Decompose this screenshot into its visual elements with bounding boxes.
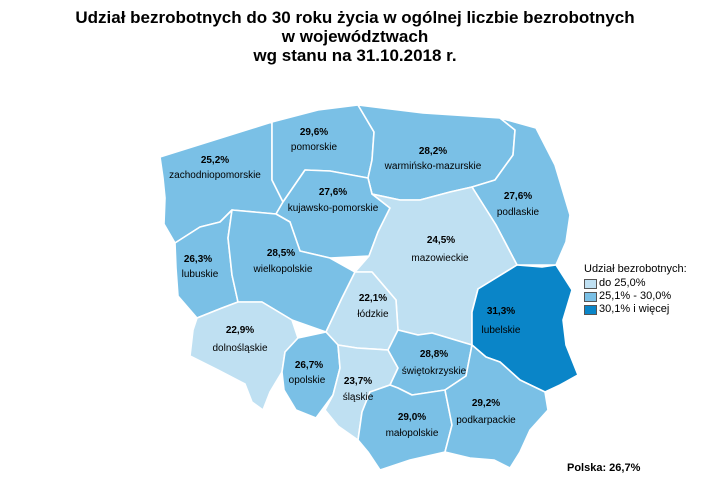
value-lodzkie: 22,1%	[359, 293, 387, 304]
value-slaskie: 23,7%	[344, 376, 372, 387]
value-zachodniopomorskie: 25,2%	[201, 155, 229, 166]
title-line-2: w województwach	[281, 27, 429, 46]
value-malopolskie: 29,0%	[398, 412, 426, 423]
value-wielkopolskie: 28,5%	[267, 248, 295, 259]
title-line-1: Udział bezrobotnych do 30 roku życia w o…	[75, 8, 635, 27]
label-podlaskie: podlaskie	[497, 207, 540, 218]
label-opolskie: opolskie	[289, 375, 326, 386]
value-swietokrzyskie: 28,8%	[420, 349, 448, 360]
value-dolnoslaskie: 22,9%	[226, 325, 254, 336]
label-slaskie: śląskie	[343, 392, 374, 403]
value-pomorskie: 29,6%	[300, 127, 328, 138]
label-dolnoslaskie: dolnośląskie	[212, 343, 267, 354]
label-lodzkie: łódzkie	[357, 309, 389, 320]
region-dolnoslaskie[interactable]	[189, 301, 299, 411]
value-opolskie: 26,7%	[295, 360, 323, 371]
label-warminsko-mazurskie: warmińsko-mazurskie	[384, 161, 482, 172]
map-legend: Udział bezrobotnych: do 25,0% 25,1% - 30…	[584, 263, 687, 316]
national-total: Polska: 26,7%	[567, 462, 641, 474]
label-pomorskie: pomorskie	[291, 142, 338, 153]
legend-label-low: do 25,0%	[599, 277, 646, 289]
value-podlaskie: 27,6%	[504, 191, 532, 202]
legend-swatch-low	[584, 278, 597, 289]
label-wielkopolskie: wielkopolskie	[253, 264, 313, 275]
label-lubuskie: lubuskie	[182, 269, 219, 280]
legend-label-high: 30,1% i więcej	[599, 303, 670, 315]
value-kujawsko-pomorskie: 27,6%	[319, 187, 347, 198]
label-lubelskie: lubelskie	[482, 325, 521, 336]
label-mazowieckie: mazowieckie	[411, 253, 469, 264]
title-line-3: wg stanu na 31.10.2018 r.	[253, 46, 457, 65]
value-lubelskie: 31,3%	[487, 306, 515, 317]
legend-swatch-mid	[584, 291, 597, 302]
map-title: Udział bezrobotnych do 30 roku życia w o…	[0, 8, 710, 65]
region-podkarpackie[interactable]	[444, 344, 549, 469]
region-opolskie[interactable]	[281, 331, 341, 419]
label-malopolskie: małopolskie	[386, 428, 439, 439]
label-swietokrzyskie: świętokrzyskie	[402, 366, 467, 377]
label-kujawsko-pomorskie: kujawsko-pomorskie	[288, 203, 379, 214]
value-warminsko-mazurskie: 28,2%	[419, 146, 447, 157]
legend-item: 30,1% i więcej	[584, 303, 687, 316]
legend-title: Udział bezrobotnych:	[584, 263, 687, 275]
value-mazowieckie: 24,5%	[427, 235, 455, 246]
label-podkarpackie: podkarpackie	[456, 415, 516, 426]
legend-item: 25,1% - 30,0%	[584, 290, 687, 303]
legend-item: do 25,0%	[584, 277, 687, 290]
value-lubuskie: 26,3%	[184, 254, 212, 265]
label-zachodniopomorskie: zachodniopomorskie	[169, 170, 261, 181]
legend-swatch-high	[584, 304, 597, 315]
legend-label-mid: 25,1% - 30,0%	[599, 290, 672, 302]
value-podkarpackie: 29,2%	[472, 398, 500, 409]
